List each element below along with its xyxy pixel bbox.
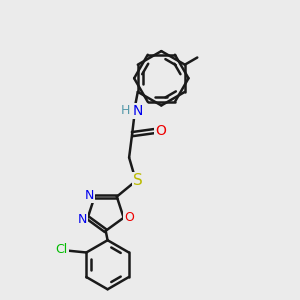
Text: N: N bbox=[78, 213, 87, 226]
Text: H: H bbox=[121, 104, 130, 117]
Text: N: N bbox=[85, 189, 94, 202]
Text: N: N bbox=[133, 104, 143, 118]
Text: O: O bbox=[124, 211, 134, 224]
Text: S: S bbox=[133, 173, 143, 188]
Text: Cl: Cl bbox=[56, 243, 68, 256]
Text: O: O bbox=[155, 124, 166, 138]
